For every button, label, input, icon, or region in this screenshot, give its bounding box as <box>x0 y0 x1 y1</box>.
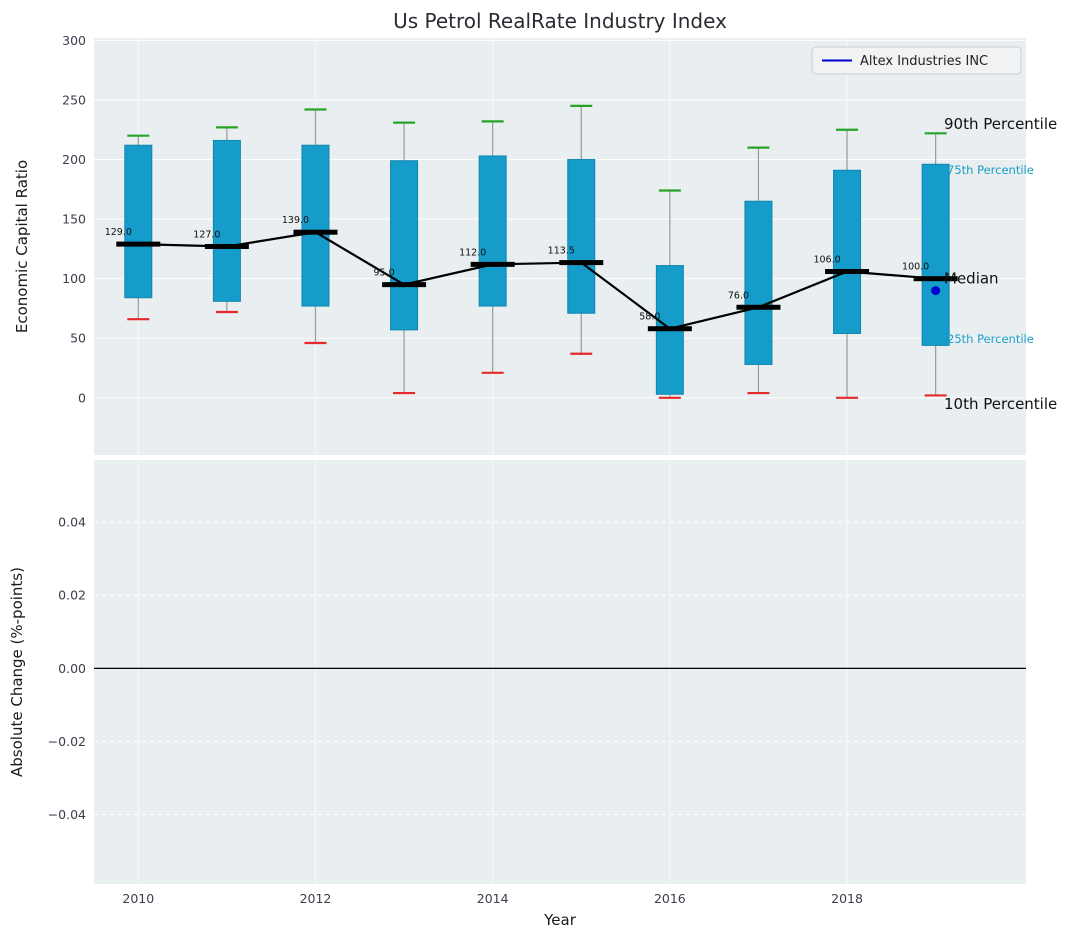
y-tick-label-top: 250 <box>62 92 86 107</box>
y-tick-label-top: 200 <box>62 152 86 167</box>
median-line <box>138 231 936 330</box>
median-marker <box>647 326 692 332</box>
y-tick-label-top: 0 <box>78 390 86 405</box>
median-value-label: 100.0 <box>902 262 929 273</box>
box-iqr <box>833 169 862 334</box>
legend-box <box>811 46 1022 75</box>
x-tick-label: 2016 <box>654 891 686 906</box>
box-iqr <box>212 139 241 302</box>
box-iqr <box>744 200 773 365</box>
median-value-label: 139.0 <box>282 215 309 226</box>
median-value-label: 58.0 <box>639 312 660 323</box>
x-tick-label: 2010 <box>122 891 154 906</box>
median-marker <box>913 276 958 282</box>
box-iqr <box>301 144 330 307</box>
median-value-label: 129.0 <box>105 227 132 238</box>
median-marker <box>382 282 427 288</box>
y-tick-label-bottom: 0.00 <box>58 661 86 676</box>
median-value-label: 112.0 <box>459 247 486 258</box>
median-marker <box>293 229 338 235</box>
median-marker <box>825 269 870 275</box>
box-iqr <box>921 163 950 346</box>
median-value-label: 106.0 <box>813 255 840 266</box>
box-iqr <box>478 155 507 307</box>
annotation-10th-percentile: 10th Percentile <box>944 395 1057 413</box>
plot-title: Us Petrol RealRate Industry Index <box>393 9 727 33</box>
median-marker <box>204 244 249 249</box>
annotation-90th-percentile: 90th Percentile <box>944 115 1057 133</box>
median-value-label: 95.0 <box>373 268 394 279</box>
box-iqr <box>124 144 153 299</box>
x-axis-label: Year <box>543 911 577 929</box>
median-marker <box>559 260 604 266</box>
y-tick-label-bottom: −0.02 <box>48 734 86 749</box>
y-axis-label-top: Economic Capital Ratio <box>13 160 31 333</box>
panel-bottom <box>94 460 1026 884</box>
annotation-75th-percentile: 75th Percentile <box>947 163 1034 177</box>
y-tick-label-bottom: 0.02 <box>58 588 86 603</box>
x-tick-label: 2014 <box>477 891 509 906</box>
x-tick-label: 2012 <box>300 891 332 906</box>
median-value-label: 113.5 <box>548 246 575 257</box>
median-marker <box>116 241 161 247</box>
y-axis-label-bottom: Absolute Change (%-points) <box>8 567 26 777</box>
box-iqr <box>567 159 596 314</box>
box-iqr <box>390 160 419 331</box>
annotation-median: Median <box>944 270 999 288</box>
y-tick-label-bottom: 0.04 <box>58 515 86 530</box>
legend-label: Altex Industries INC <box>860 54 988 69</box>
y-tick-label-bottom: −0.04 <box>48 807 86 822</box>
panel-top <box>94 38 1026 455</box>
median-value-label: 76.0 <box>728 290 749 301</box>
median-marker <box>736 304 781 310</box>
y-tick-label-top: 150 <box>62 212 86 227</box>
y-tick-label-top: 50 <box>70 331 86 346</box>
y-tick-label-top: 100 <box>62 271 86 286</box>
company-point <box>931 286 941 296</box>
x-tick-label: 2018 <box>831 891 863 906</box>
annotation-25th-percentile: 25th Percentile <box>947 332 1034 346</box>
median-marker <box>470 261 515 267</box>
y-tick-label-top: 300 <box>62 33 86 48</box>
median-value-label: 127.0 <box>193 230 220 241</box>
